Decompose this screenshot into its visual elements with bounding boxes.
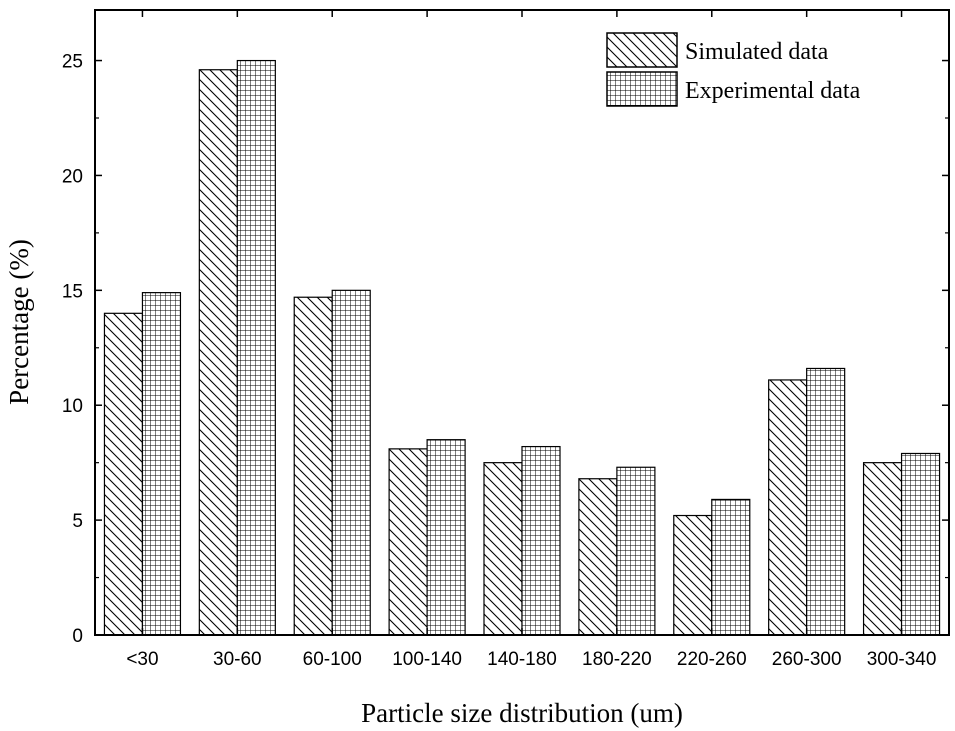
bar-simulated-3 xyxy=(388,448,428,636)
x-tick-label: 220-260 xyxy=(677,649,747,670)
x-axis: <30 30-60 60-100 100-140 140-180 180-220 220-2… xyxy=(126,10,936,670)
bar-simulated-6 xyxy=(673,514,713,636)
bar-experimental-7 xyxy=(806,367,846,636)
x-tick-label: 60-100 xyxy=(303,649,362,670)
y-tick-label: 0 xyxy=(72,626,83,647)
bar-simulated-5 xyxy=(578,478,618,636)
y-axis-title: Percentage (%) xyxy=(4,239,34,405)
bar-simulated-2 xyxy=(293,296,333,636)
x-axis-title: Particle size distribution (um) xyxy=(361,698,683,728)
x-tick-label: 100-140 xyxy=(392,649,462,670)
bar-experimental-6 xyxy=(711,498,751,636)
bar-experimental-2 xyxy=(331,289,371,636)
bar-simulated-1 xyxy=(198,69,238,636)
x-tick-label: 260-300 xyxy=(772,649,842,670)
x-tick-label: 180-220 xyxy=(582,649,652,670)
bar-experimental-1 xyxy=(236,59,276,636)
bar-experimental-3 xyxy=(426,439,466,636)
bar-experimental-0 xyxy=(141,292,182,636)
x-tick-label: 140-180 xyxy=(487,649,557,670)
bar-simulated-0 xyxy=(103,312,144,636)
bar-simulated-7 xyxy=(768,379,808,636)
legend-label-experimental: Experimental data xyxy=(685,78,861,104)
y-tick-label: 25 xyxy=(62,52,83,73)
legend-label-simulated: Simulated data xyxy=(685,39,829,65)
bar-simulated-4 xyxy=(483,462,523,636)
bar-experimental-8 xyxy=(900,452,941,636)
x-tick-label: 30-60 xyxy=(213,649,262,670)
y-tick-label: 15 xyxy=(62,281,83,302)
y-tick-label: 5 xyxy=(72,511,83,532)
x-tick-label: 300-340 xyxy=(867,649,937,670)
bar-simulated-8 xyxy=(862,462,903,636)
y-axis: 0 5 10 15 20 25 xyxy=(62,52,949,647)
bars-group xyxy=(103,59,941,636)
x-tick-label: <30 xyxy=(126,649,158,670)
y-tick-label: 10 xyxy=(62,396,83,417)
y-tick-label: 20 xyxy=(62,166,83,187)
legend: Simulated data Experimental data xyxy=(606,32,861,107)
legend-swatch-experimental xyxy=(606,71,678,107)
bar-experimental-5 xyxy=(616,466,656,636)
legend-swatch-simulated xyxy=(606,32,678,68)
bar-experimental-4 xyxy=(521,445,561,636)
